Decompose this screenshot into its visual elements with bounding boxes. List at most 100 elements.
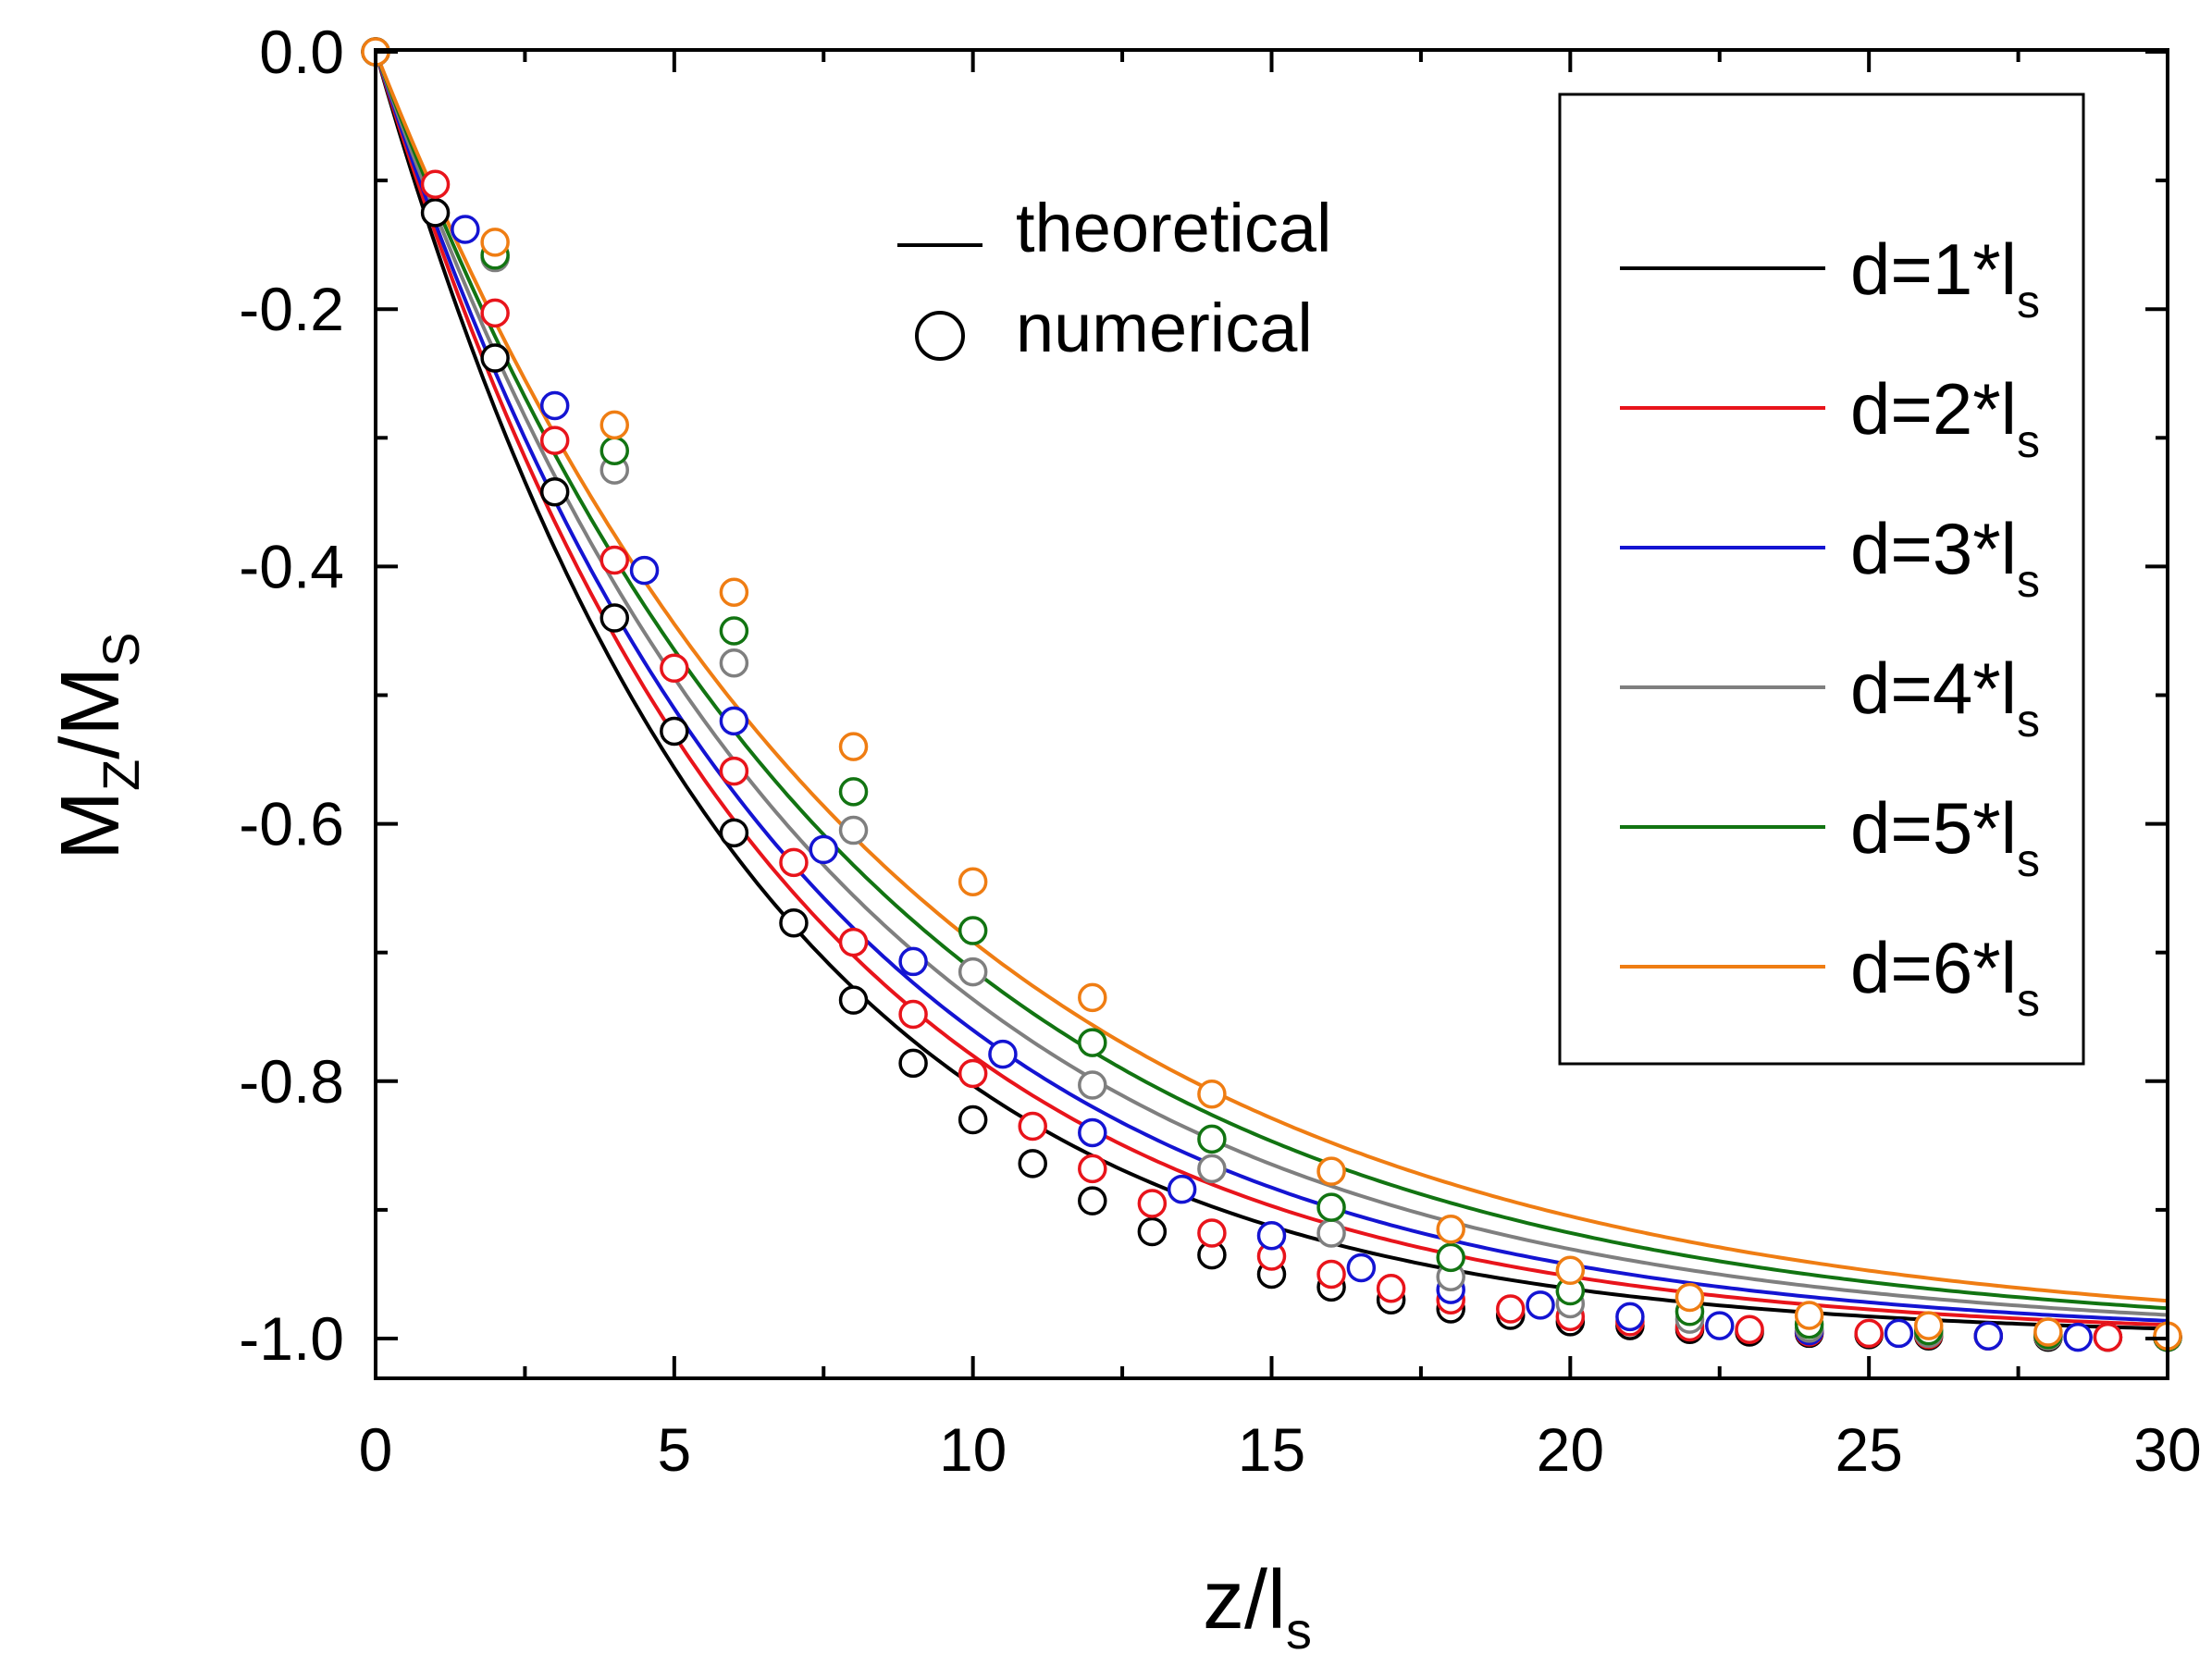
series-5-point	[599, 436, 630, 465]
legend-label-main: d=4*l	[1850, 648, 2017, 729]
legend: d=1*lsd=2*lsd=3*lsd=4*lsd=5*lsd=6*ls	[1558, 93, 2085, 1066]
series-3-point	[2063, 1322, 2093, 1352]
series-5-point	[838, 777, 869, 807]
series-1-point	[779, 907, 809, 938]
legend-box	[1558, 93, 2085, 1066]
legend-label-5: d=5*ls	[1850, 787, 2040, 886]
series-3-point	[629, 555, 660, 586]
series-6-point	[1078, 982, 1107, 1013]
legend-label-main: d=1*l	[1850, 228, 2017, 310]
series-markers	[361, 37, 2182, 1352]
x-tick-label: 10	[939, 1415, 1007, 1484]
series-1-point	[719, 818, 749, 848]
series-curve-5	[374, 51, 2169, 1311]
style-key: theoretical numerical	[897, 190, 1331, 366]
legend-label-sub: s	[2017, 276, 2040, 327]
series-2-point	[1735, 1314, 1764, 1345]
series-curve-3	[374, 51, 2169, 1323]
series-3-point	[719, 706, 749, 736]
series-3-point	[539, 390, 570, 421]
series-5-point	[1197, 1124, 1227, 1154]
series-6-point	[1794, 1301, 1824, 1330]
series-5-point	[719, 616, 749, 646]
series-3-point	[1973, 1321, 2004, 1351]
series-2-point	[898, 999, 928, 1030]
series-2-point	[480, 298, 510, 328]
x-tick-label: 30	[2133, 1415, 2201, 1484]
series-5-point	[1078, 1028, 1107, 1057]
key-marker-sample	[915, 311, 965, 361]
legend-label-sub: s	[2017, 555, 2040, 607]
series-2-point	[1137, 1189, 1168, 1218]
y-tick-label: 0.0	[259, 18, 344, 86]
series-2-point	[958, 1058, 988, 1089]
series-5-point	[1316, 1192, 1346, 1222]
series-1-point	[838, 985, 869, 1015]
series-1-point	[420, 198, 451, 228]
series-6-point	[958, 867, 988, 896]
series-6-point	[1555, 1255, 1586, 1286]
series-3-point	[809, 834, 838, 865]
series-6-point	[1197, 1079, 1227, 1109]
series-6-point	[1436, 1215, 1465, 1244]
legend-label-sub: s	[2017, 834, 2040, 886]
series-3-point	[1884, 1318, 1914, 1349]
y-axis-title: MZ/MS	[44, 632, 150, 860]
series-4-point	[838, 815, 869, 845]
series-4-point	[719, 648, 749, 678]
legend-label-sub: s	[2017, 974, 2040, 1026]
legend-label-main: d=5*l	[1850, 787, 2017, 869]
series-1-point	[660, 716, 689, 747]
series-3-point	[1346, 1253, 1377, 1283]
series-2-point	[1376, 1274, 1406, 1303]
legend-label-4: d=4*ls	[1850, 648, 2040, 747]
legend-label-1: d=1*ls	[1850, 228, 2040, 327]
series-1-point	[1137, 1216, 1168, 1247]
y-tick-label: -1.0	[239, 1304, 344, 1373]
series-4-point	[1316, 1218, 1346, 1248]
series-2-point	[1496, 1294, 1526, 1324]
series-2-point	[1197, 1218, 1227, 1248]
series-1-point	[898, 1048, 928, 1079]
series-2-point	[599, 545, 630, 575]
legend-label-main: d=3*l	[1850, 508, 2017, 589]
series-6-point	[838, 732, 869, 761]
series-5-point	[958, 916, 988, 945]
series-6-point	[480, 228, 510, 257]
series-6-point	[1913, 1311, 1944, 1340]
series-4-point	[958, 956, 988, 987]
legend-label-main: d=6*l	[1850, 927, 2017, 1008]
series-2-point	[1854, 1318, 1884, 1349]
series-2-point	[719, 756, 749, 786]
series-3-point	[1078, 1117, 1107, 1148]
x-tick-label: 20	[1537, 1415, 1604, 1484]
series-2-point	[1078, 1154, 1107, 1184]
series-1-point	[539, 476, 570, 507]
series-3-point	[1256, 1220, 1287, 1251]
axis-ticks	[374, 50, 2169, 1378]
series-3-point	[1167, 1174, 1197, 1204]
y-tick-label: -0.2	[239, 275, 344, 343]
legend-label-2: d=2*ls	[1850, 368, 2040, 467]
legend-label-sub: s	[2017, 415, 2040, 467]
x-tick-label: 0	[359, 1415, 393, 1484]
series-1-point	[1018, 1149, 1047, 1179]
legend-label-main: d=2*l	[1850, 368, 2017, 450]
series-curve-6	[374, 51, 2169, 1303]
series-6-point	[1674, 1282, 1705, 1313]
series-2-point	[1018, 1111, 1047, 1142]
legend-label-6: d=6*ls	[1850, 927, 2040, 1026]
series-5-point	[1436, 1242, 1465, 1273]
axis-tick-labels: 0 5 10 15 20 25 30 0.0 -0.2 -0.4 -0.6 -0.8 -1.0	[239, 18, 2201, 1484]
key-marker-label: numerical	[1016, 290, 1313, 366]
series-3-point	[451, 215, 480, 244]
series-6-point	[2033, 1317, 2063, 1347]
y-tick-label: -0.6	[239, 790, 344, 858]
y-tick-label: -0.4	[239, 532, 344, 600]
legend-label-3: d=3*ls	[1850, 508, 2040, 607]
series-1-point	[599, 603, 630, 633]
series-2-point	[539, 426, 570, 455]
series-2-point	[2093, 1322, 2123, 1352]
series-2-point	[420, 169, 451, 200]
